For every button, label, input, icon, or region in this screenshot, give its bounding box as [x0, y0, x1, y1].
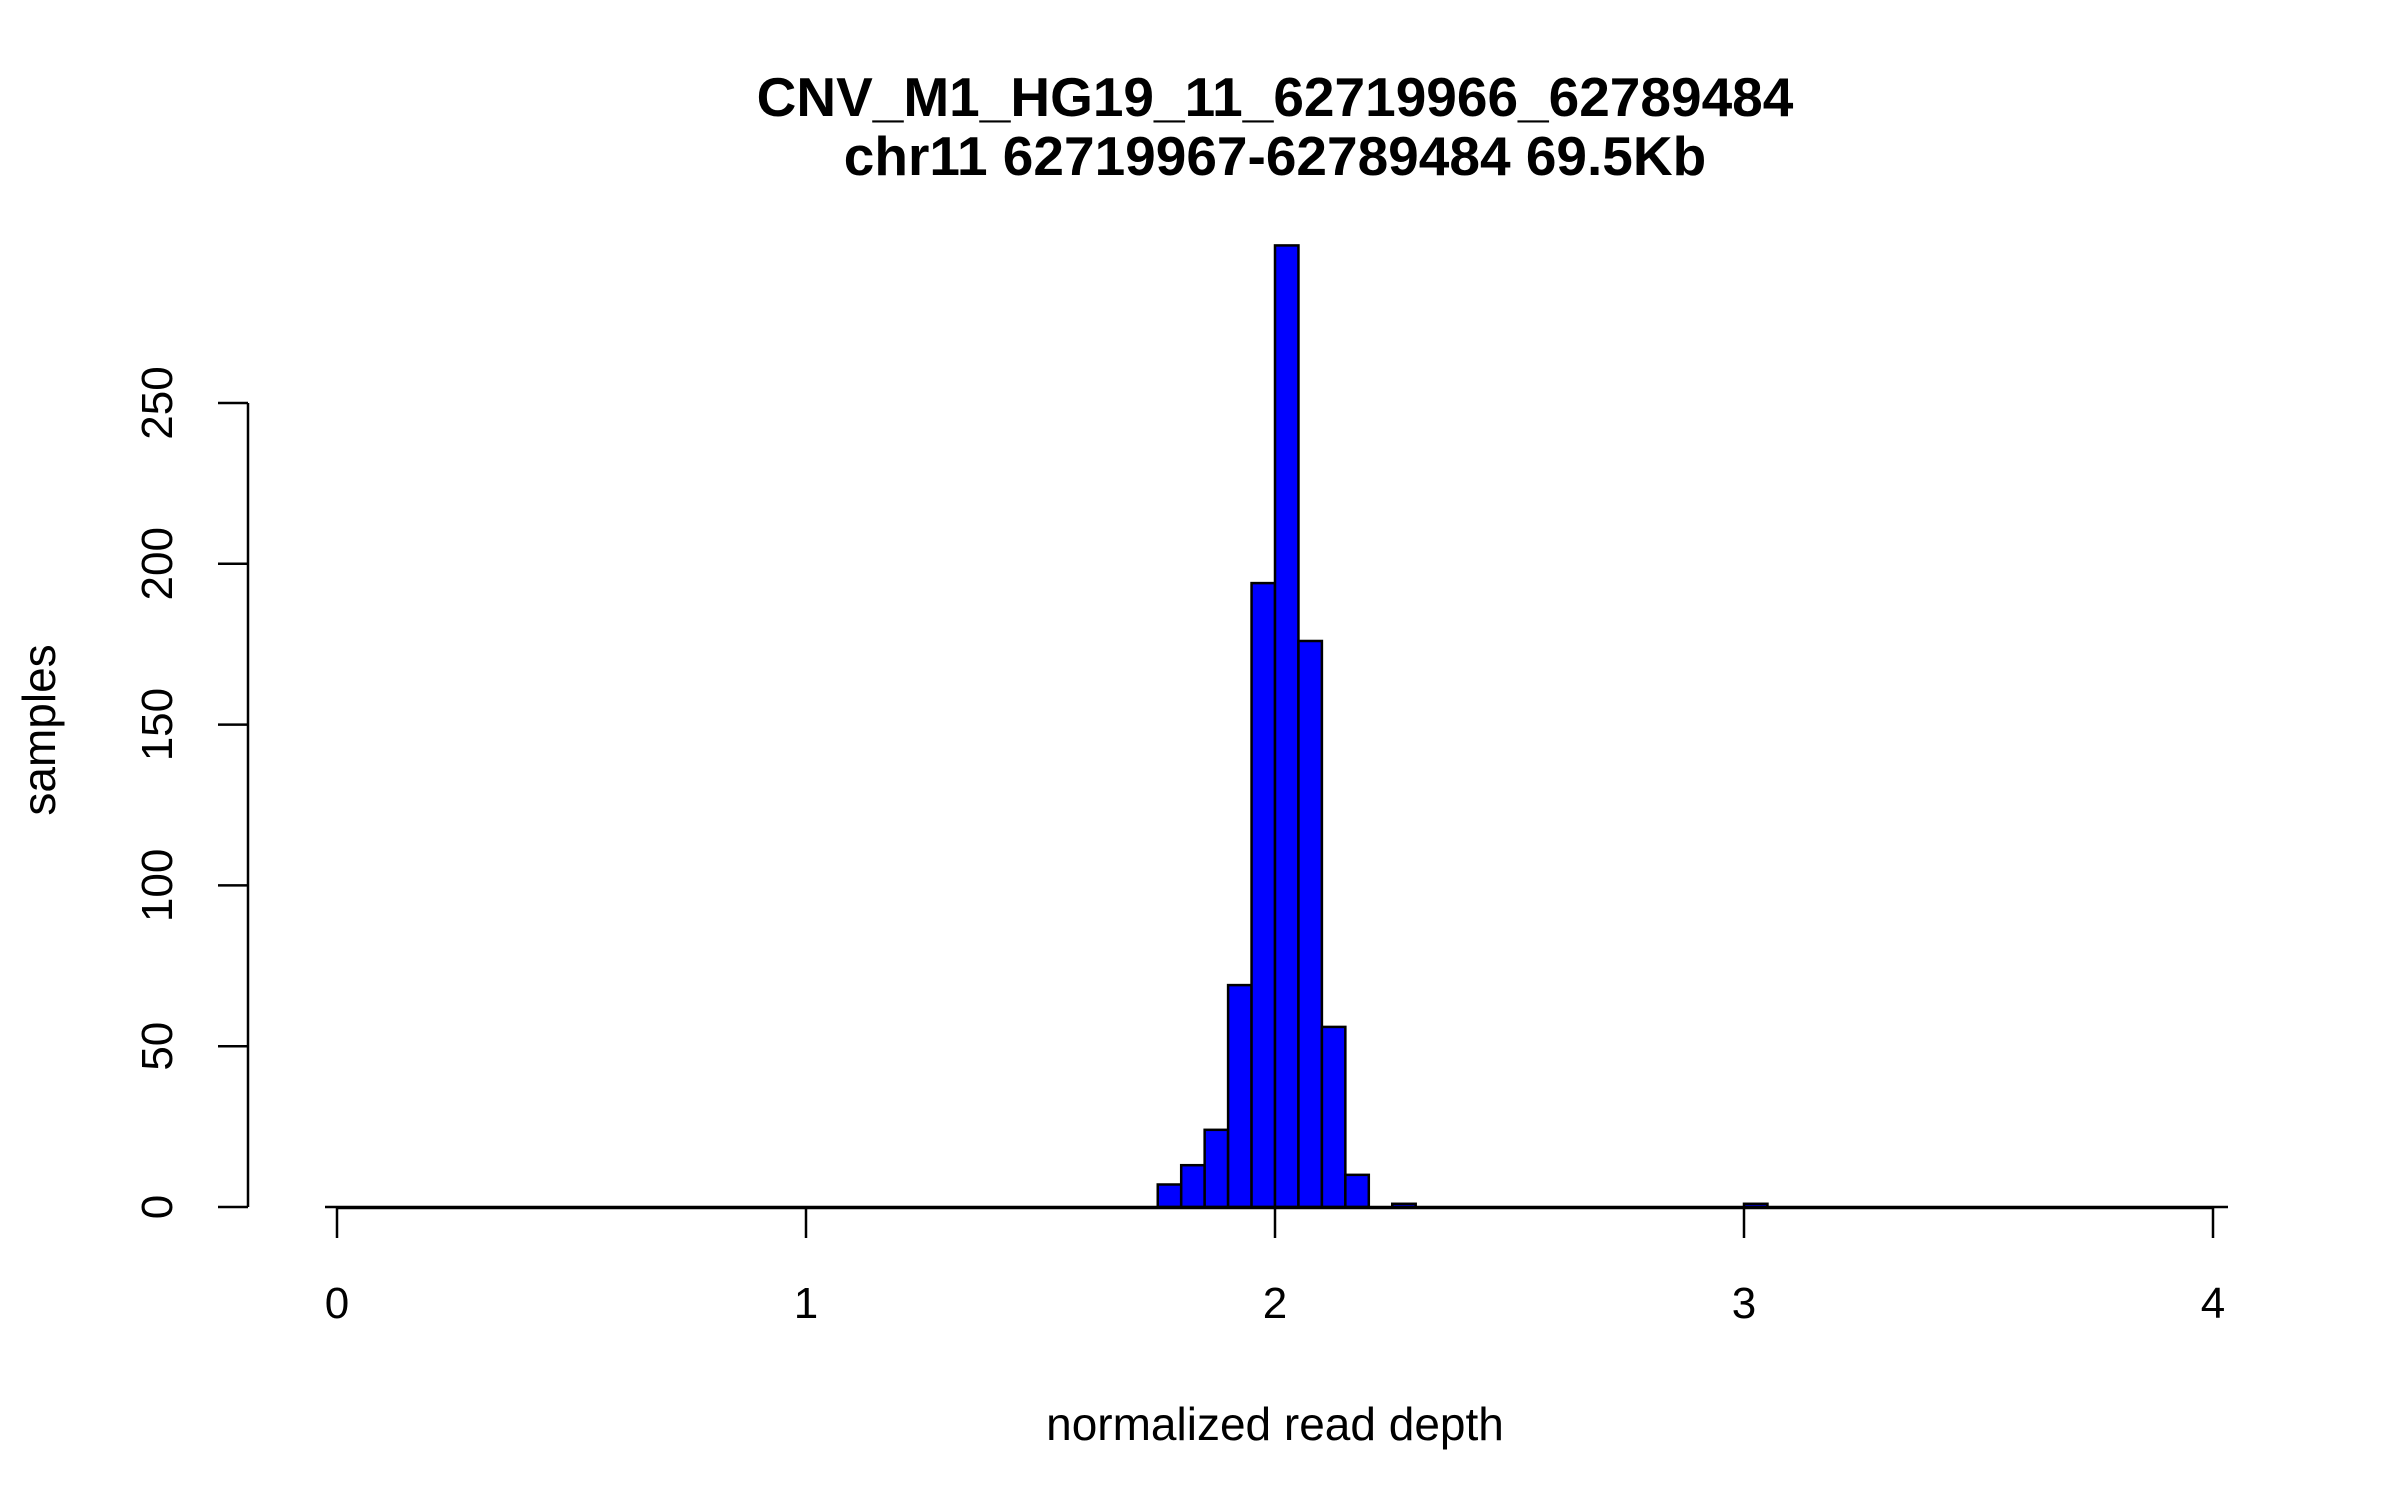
histogram-bar	[1179, 1163, 1206, 1209]
y-tick-label: 200	[133, 527, 182, 600]
x-tick-label: 3	[1732, 1279, 1756, 1328]
x-axis-label: normalized read depth	[1046, 1398, 1504, 1450]
x-tick-label: 4	[2201, 1279, 2225, 1328]
histogram-bar	[1273, 244, 1300, 1209]
histogram-bar	[1203, 1128, 1230, 1209]
histogram-bar	[1250, 581, 1277, 1209]
y-tick-label: 0	[133, 1195, 182, 1219]
chart-subtitle: chr11 62719967-62789484 69.5Kb	[844, 125, 1706, 187]
y-tick-label: 50	[133, 1022, 182, 1071]
x-tick-label: 0	[325, 1279, 349, 1328]
chart-title: CNV_M1_HG19_11_62719966_62789484	[757, 66, 1794, 128]
x-tick-label: 1	[794, 1279, 818, 1328]
x-axis: 0 1 2 3 4	[325, 1206, 2225, 1328]
y-tick-label: 250	[133, 366, 182, 439]
y-tick-label: 100	[133, 849, 182, 922]
histogram-bar	[1344, 1173, 1371, 1209]
y-axis-label: samples	[13, 644, 65, 815]
histogram-bar	[1297, 639, 1324, 1209]
histogram-bars	[1156, 244, 1769, 1209]
y-tick-label: 150	[133, 688, 182, 761]
histogram-bar	[1320, 1025, 1347, 1209]
histogram-bar	[1226, 983, 1253, 1209]
x-tick-label: 2	[1263, 1279, 1287, 1328]
histogram-bar	[1156, 1183, 1183, 1209]
y-axis: 0 50 100 150 200 250	[133, 366, 250, 1219]
